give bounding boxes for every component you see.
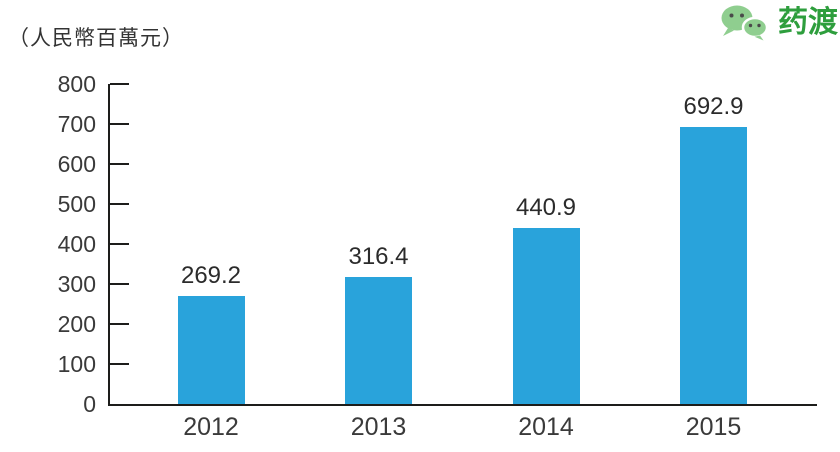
y-axis-tick-label: 500	[57, 191, 96, 217]
bar-2013	[345, 277, 412, 404]
wechat-chat-bubbles-icon	[721, 5, 769, 41]
y-axis-tick-label: 800	[57, 71, 96, 97]
y-axis-tick-label: 400	[57, 231, 96, 257]
y-axis-unit-label: （人民幣百萬元）	[8, 27, 184, 50]
bar-2012	[177, 296, 245, 404]
bar-value-label: 316.4	[348, 243, 409, 271]
y-axis-tick-label: 600	[57, 151, 96, 177]
x-axis-tick-label: 2015	[685, 413, 742, 441]
bar-value-label: 692.9	[683, 92, 744, 120]
x-axis-tick-label: 2013	[350, 413, 407, 441]
y-tick-mark	[110, 283, 129, 285]
brand-logo: 药渡	[718, 4, 838, 41]
y-axis-tick-label: 0	[83, 391, 96, 417]
bar-2015	[680, 126, 747, 404]
bar-value-label: 269.2	[180, 262, 242, 290]
plot-area: 0 100 200 300 400 500 600 700 800 269.2 2012 316.4 2…	[58, 71, 817, 441]
x-axis-tick-label: 2014	[518, 413, 574, 441]
brand-name: 药渡	[778, 5, 838, 39]
x-axis-tick-label: 2012	[183, 413, 239, 441]
y-tick-mark	[110, 83, 129, 85]
y-axis-tick-label: 100	[57, 351, 96, 377]
y-tick-mark	[110, 163, 129, 165]
y-tick-mark	[110, 243, 129, 245]
y-tick-mark	[110, 123, 129, 125]
y-tick-mark	[110, 203, 129, 205]
y-tick-mark	[110, 323, 129, 325]
bar-2014	[512, 227, 580, 404]
y-tick-mark	[110, 363, 129, 365]
bar-value-label: 440.9	[515, 193, 577, 221]
y-axis-tick-label: 700	[57, 111, 96, 137]
y-axis-tick-label: 200	[57, 311, 96, 337]
y-axis-tick-label: 300	[57, 271, 96, 297]
